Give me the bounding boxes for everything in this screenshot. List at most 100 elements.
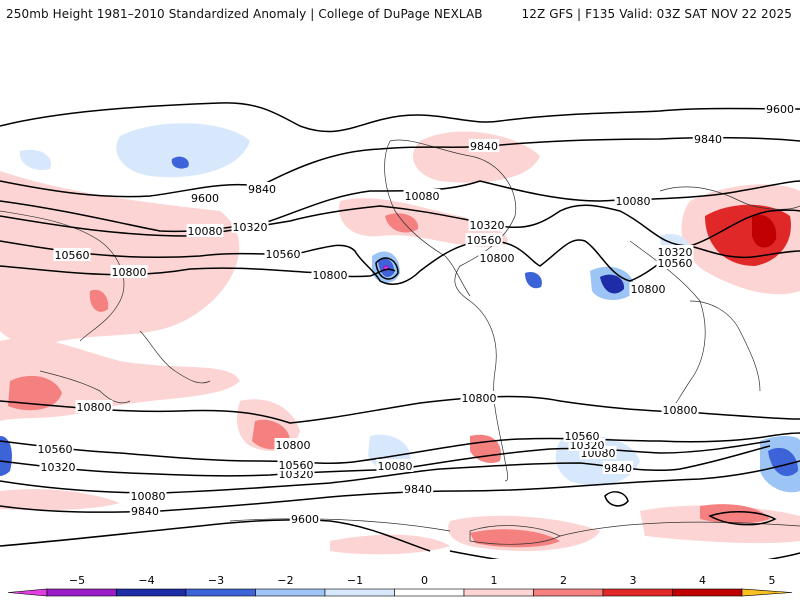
- colorbar-bin: [672, 588, 743, 597]
- contour-label-bg: [53, 248, 91, 261]
- colorbar-bin: [185, 588, 256, 597]
- contour-label-bg: [277, 458, 315, 471]
- contour-label: 10560: [277, 458, 315, 472]
- contour-label-bg: [231, 220, 269, 233]
- colorbar-tick-label: 1: [491, 574, 498, 587]
- colorbar-ticks: −5 −4 −3 −2 −1 0 1 2 3 4 5: [69, 574, 776, 587]
- colorbar-bin: [46, 588, 117, 597]
- contour-label-text: 10320: [41, 461, 76, 474]
- contour-label: 9840: [246, 182, 278, 196]
- contour-label: 10080: [129, 489, 167, 503]
- contour-label: 10320: [39, 460, 77, 474]
- contour-label-text: 9600: [191, 192, 219, 205]
- contour-label-bg: [36, 442, 74, 455]
- contour-label: 9840: [129, 504, 161, 518]
- contour-label-bg: [110, 265, 148, 278]
- colorbar-tick-label: 0: [421, 574, 428, 587]
- contour-label-text: 9840: [248, 183, 276, 196]
- contour-label-text: 9840: [470, 140, 498, 153]
- contour-label-bg: [629, 282, 667, 295]
- contour-labels: 9600960096009600984098409840984098409840…: [36, 102, 796, 526]
- contour-label-bg: [376, 459, 414, 472]
- colorbar-bin: [394, 588, 465, 597]
- contour-label-bg: [129, 489, 167, 502]
- contour-label-text: 9600: [766, 103, 794, 116]
- contour-label-text: 10560: [279, 459, 314, 472]
- colorbar-bins: [7, 588, 793, 597]
- colorbar-tick-label: −2: [277, 574, 293, 587]
- contour-label-text: 9600: [291, 513, 319, 526]
- contour-label: 10080: [376, 459, 414, 473]
- contour-label-text: 10800: [112, 266, 147, 279]
- contour-label: 10560: [264, 247, 302, 261]
- contour-label-text: 10800: [313, 269, 348, 282]
- contour-label-bg: [563, 429, 601, 442]
- contour-label: 10320: [656, 245, 694, 259]
- contour-label: 9600: [289, 512, 321, 526]
- contour-label: 10800: [478, 251, 516, 265]
- colorbar-legend: −5 −4 −3 −2 −1 0 1 2 3 4 5: [7, 574, 793, 597]
- contour-label-text: 10320: [233, 221, 268, 234]
- contour-label-bg: [264, 247, 302, 260]
- contour-label-bg: [656, 256, 694, 269]
- colorbar-bin: [116, 588, 187, 597]
- contour-label-bg: [465, 233, 503, 246]
- contour-label-text: 10800: [77, 401, 112, 414]
- contour-label: 10560: [53, 248, 91, 262]
- map-title: 250mb Height 1981–2010 Standardized Anom…: [6, 7, 483, 21]
- colorbar-tick-label: 4: [699, 574, 706, 587]
- contour-label-text: 10320: [570, 439, 605, 452]
- contour-label-bg: [602, 461, 634, 474]
- contour-label: 10560: [36, 442, 74, 456]
- colorbar-bin: [533, 588, 604, 597]
- colorbar-tick-label: −3: [208, 574, 224, 587]
- contour-label-bg: [460, 391, 498, 404]
- contour-label: 9840: [602, 461, 634, 475]
- contour-label-bg: [129, 504, 161, 517]
- contour-label-bg: [403, 189, 441, 202]
- contour-label-text: 10080: [188, 225, 223, 238]
- contour-label-text: 10560: [658, 257, 693, 270]
- contour-label-text: 10560: [38, 443, 73, 456]
- contour-label: 9840: [468, 139, 500, 153]
- colorbar-tick-label: −4: [138, 574, 154, 587]
- contour-label-bg: [468, 139, 500, 152]
- contour-label: 9600: [189, 191, 221, 205]
- contour-label: 10800: [311, 268, 349, 282]
- anomaly-map[interactable]: 9600960096009600984098409840984098409840…: [0, 41, 800, 559]
- contour-label-text: 9840: [131, 505, 159, 518]
- contour-label: 10800: [274, 438, 312, 452]
- contour-label: 10080: [614, 194, 652, 208]
- contour-label: 10320: [468, 218, 506, 232]
- contour-label-text: 9840: [404, 483, 432, 496]
- colorbar-tick-label: 2: [560, 574, 567, 587]
- contour-label: 10320: [231, 220, 269, 234]
- contour-label-bg: [75, 400, 113, 413]
- contour-label-text: 10560: [55, 249, 90, 262]
- contour-label-bg: [656, 245, 694, 258]
- contour-label: 9840: [402, 482, 434, 496]
- colorbar-bin: [463, 588, 534, 597]
- colorbar-high-extension: [741, 588, 793, 597]
- contour-label-bg: [661, 403, 699, 416]
- header-bar: 250mb Height 1981–2010 Standardized Anom…: [0, 0, 800, 28]
- contour-label-text: 10080: [378, 460, 413, 473]
- contour-label-text: 10800: [663, 404, 698, 417]
- contour-label-bg: [274, 438, 312, 451]
- contour-label-text: 10800: [462, 392, 497, 405]
- contour-label: 10800: [661, 403, 699, 417]
- contour-label: 10800: [460, 391, 498, 405]
- colorbar-tick-label: 5: [769, 574, 776, 587]
- contour-label-bg: [692, 132, 724, 145]
- colorbar-tick-label: −5: [69, 574, 85, 587]
- contour-label-bg: [764, 102, 796, 115]
- anomaly-shading: [0, 123, 800, 555]
- colorbar-tick-label: 3: [630, 574, 637, 587]
- contour-label-bg: [289, 512, 321, 525]
- contour-label: 10080: [186, 224, 224, 238]
- contour-label: 9840: [692, 132, 724, 146]
- contour-label-bg: [246, 182, 278, 195]
- colorbar-tick-label: −1: [347, 574, 363, 587]
- colorbar-bin: [324, 588, 395, 597]
- contour-label-text: 10560: [467, 234, 502, 247]
